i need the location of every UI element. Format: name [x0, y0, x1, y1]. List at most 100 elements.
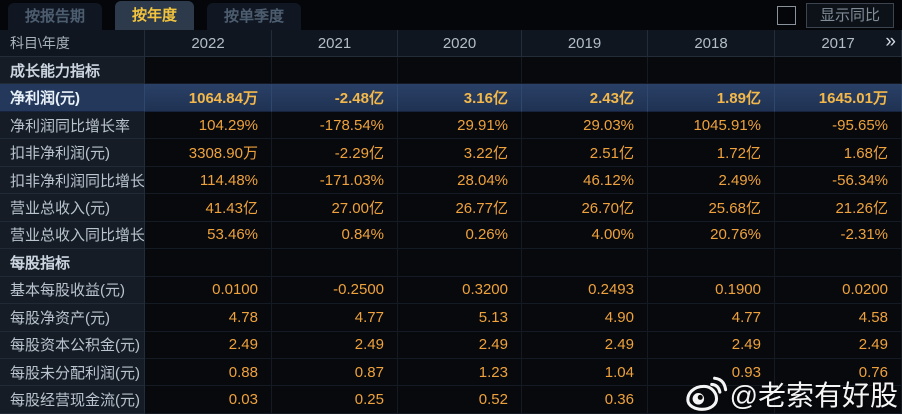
table-cell: 2.49 [775, 331, 902, 359]
table-cell: 2.49 [145, 331, 272, 359]
table-cell: 0.36 [522, 386, 648, 414]
row-label: 净利润(元) [0, 84, 145, 112]
table-cell: 29.91% [398, 111, 522, 140]
row-label: 营业总收入(元) [0, 194, 145, 222]
table-cell: 0.03 [145, 386, 272, 414]
table-row[interactable]: 每股未分配利润(元) 0.88 0.87 1.23 1.04 0.93 0.76 [0, 358, 902, 387]
table-cell: 1.89亿 [648, 84, 775, 112]
tab-single-quarter[interactable]: 按单季度 [207, 3, 302, 30]
table-cell [272, 249, 398, 277]
table-cell: -178.54% [272, 111, 398, 140]
table-cell: 1.04 [522, 358, 648, 387]
table-cell: -0.2500 [272, 276, 398, 305]
table-row[interactable]: 营业总收入同比增长率53.46%0.84%0.26%4.00%20.76%-2.… [0, 221, 902, 250]
table-cell [648, 386, 775, 414]
table-row[interactable]: 扣非净利润(元) 3308.90万 -2.29亿 3.22亿 2.51亿 1.72亿 1.6… [0, 139, 902, 167]
table-row[interactable]: 基本每股收益(元) 0.0100 -0.2500 0.3200 0.2493 0.1900… [0, 276, 902, 305]
row-label: 成长能力指标 [0, 57, 145, 85]
table-cell: 4.58 [775, 304, 902, 332]
table-cell [522, 57, 648, 85]
table-cell: 28.04% [398, 166, 522, 195]
table-cell: 1645.01万 [775, 84, 902, 112]
table-cell: 1045.91% [648, 111, 775, 140]
table-cell [398, 57, 522, 85]
table-cell [398, 249, 522, 277]
table-cell: 0.52 [398, 386, 522, 414]
tab-report-period[interactable]: 按报告期 [8, 3, 103, 30]
table-row[interactable]: 营业总收入(元) 41.43亿 27.00亿 26.77亿 26.70亿 25.68亿 21… [0, 194, 902, 222]
table-cell: 4.90 [522, 304, 648, 332]
row-label: 扣非净利润同比增长率 [0, 166, 145, 195]
more-years-icon[interactable]: » [885, 31, 895, 52]
table-cell [522, 249, 648, 277]
table-row[interactable]: 每股经营现金流(元) 0.03 0.25 0.52 0.36 [0, 386, 902, 414]
table-cell: 0.93 [648, 358, 775, 387]
table-cell: 0.26% [398, 221, 522, 250]
table-cell: 0.3200 [398, 276, 522, 305]
table-cell: -56.34% [775, 166, 902, 195]
year-header-2022: 2022 [145, 30, 272, 57]
table-cell: 41.43亿 [145, 194, 272, 222]
table-cell: 4.77 [648, 304, 775, 332]
show-yoy-checkbox[interactable] [776, 6, 796, 25]
row-label: 每股净资产(元) [0, 304, 145, 332]
yoy-controls: 显示同比 [776, 3, 894, 28]
table-cell: 25.68亿 [648, 194, 775, 222]
table-row[interactable]: 每股资本公积金(元) 2.49 2.49 2.49 2.49 2.49 2.49 [0, 331, 902, 359]
table-cell: 2.49 [398, 331, 522, 359]
table-cell: 1.68亿 [775, 139, 902, 167]
corner-label: 科目\年度 [0, 30, 145, 57]
table-cell: 114.48% [145, 166, 272, 195]
table-cell: 2.49 [522, 331, 648, 359]
table-cell: 3.16亿 [398, 84, 522, 112]
table-row[interactable]: 净利润同比增长率 104.29% -178.54% 29.91% 29.03% 1045.… [0, 111, 902, 140]
year-label: 2017 [821, 34, 855, 52]
table-cell: 2.49 [648, 331, 775, 359]
table-row[interactable]: 每股净资产(元) 4.78 4.77 5.13 4.90 4.77 4.58 [0, 304, 902, 332]
table-row[interactable]: 净利润(元) 1064.84万 -2.48亿 3.16亿 2.43亿 1.89亿 1645.… [0, 84, 902, 112]
table-cell: 0.0100 [145, 276, 272, 305]
table-cell [775, 57, 902, 85]
year-header-2020: 2020 [398, 30, 522, 57]
year-header-2017: 2017 » [775, 30, 902, 57]
table-cell: 0.1900 [648, 276, 775, 305]
table-cell: 0.88 [145, 358, 272, 387]
table-row[interactable]: 每股指标 [0, 249, 902, 277]
row-label: 每股未分配利润(元) [0, 358, 145, 387]
tab-bar: 按报告期 按年度 按单季度 显示同比 [0, 0, 902, 30]
table-cell: 0.84% [272, 221, 398, 250]
table-cell: 1064.84万 [145, 84, 272, 112]
table-cell [775, 249, 902, 277]
show-yoy-button[interactable]: 显示同比 [805, 3, 894, 28]
row-label: 扣非净利润(元) [0, 139, 145, 167]
table-row[interactable]: 扣非净利润同比增长率114.48%-171.03%28.04%46.12%2.4… [0, 166, 902, 195]
table-cell: 29.03% [522, 111, 648, 140]
table-cell: 0.2493 [522, 276, 648, 305]
table-cell: 0.87 [272, 358, 398, 387]
table-cell: -171.03% [272, 166, 398, 195]
table-cell: 2.43亿 [522, 84, 648, 112]
table-cell: 2.51亿 [522, 139, 648, 167]
table-cell: 2.49% [648, 166, 775, 195]
table-body: 成长能力指标 净利润(元) 1064.84万 -2.48亿 3.16亿 2.43亿 1.89… [0, 57, 902, 414]
table-cell: 3.22亿 [398, 139, 522, 167]
table-cell: 26.77亿 [398, 194, 522, 222]
table-cell [648, 57, 775, 85]
tab-annual[interactable]: 按年度 [115, 1, 195, 30]
table-cell: 0.25 [272, 386, 398, 414]
table-cell: 0.76 [775, 358, 902, 387]
table-cell: 1.23 [398, 358, 522, 387]
financial-table: 科目\年度 2022 2021 2020 2019 2018 2017 » 成长… [0, 30, 902, 414]
table-cell: 27.00亿 [272, 194, 398, 222]
table-cell [648, 249, 775, 277]
table-row[interactable]: 成长能力指标 [0, 57, 902, 85]
row-label: 每股经营现金流(元) [0, 386, 145, 414]
year-header-2018: 2018 [648, 30, 775, 57]
row-label: 基本每股收益(元) [0, 276, 145, 305]
row-label: 每股指标 [0, 249, 145, 277]
row-label: 营业总收入同比增长率 [0, 221, 145, 250]
table-cell: -2.48亿 [272, 84, 398, 112]
table-cell: 2.49 [272, 331, 398, 359]
table-cell: 26.70亿 [522, 194, 648, 222]
